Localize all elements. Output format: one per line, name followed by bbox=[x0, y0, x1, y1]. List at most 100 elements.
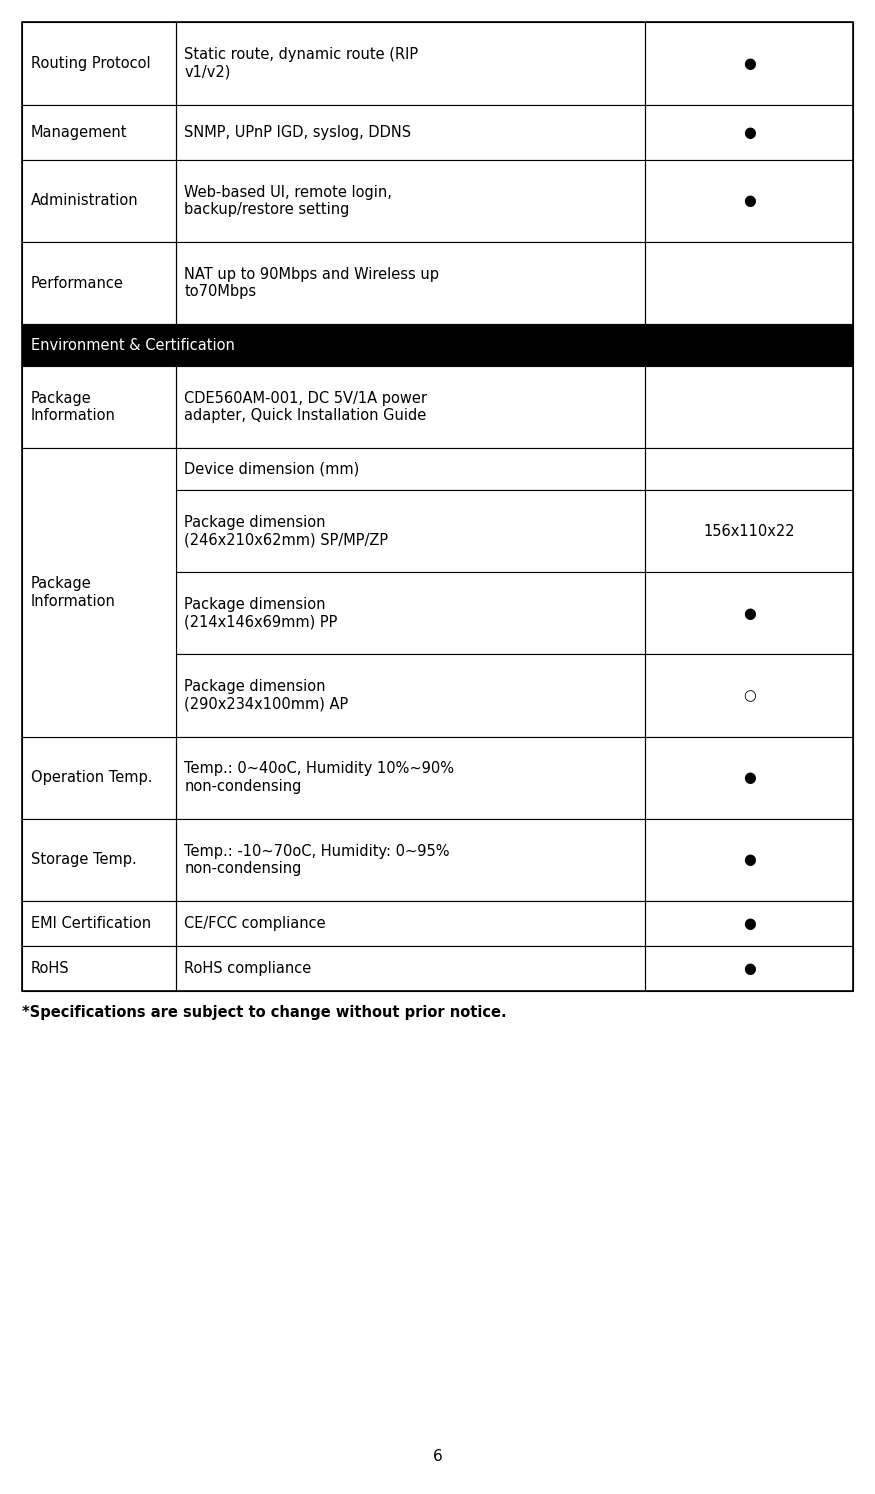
Bar bbox=[22, 901, 176, 946]
Bar bbox=[645, 901, 853, 946]
Bar bbox=[176, 160, 646, 242]
Bar bbox=[22, 160, 176, 242]
Bar bbox=[645, 737, 853, 819]
Text: ○: ○ bbox=[743, 687, 756, 704]
Text: *Specifications are subject to change without prior notice.: *Specifications are subject to change wi… bbox=[22, 1005, 507, 1020]
Text: RoHS compliance: RoHS compliance bbox=[185, 961, 312, 976]
Bar bbox=[645, 946, 853, 991]
Bar bbox=[176, 105, 646, 160]
Bar bbox=[22, 22, 176, 105]
Bar bbox=[22, 242, 176, 324]
Text: Device dimension (mm): Device dimension (mm) bbox=[185, 462, 360, 477]
Text: ●: ● bbox=[743, 605, 756, 622]
Bar bbox=[22, 105, 176, 160]
Text: Performance: Performance bbox=[31, 275, 123, 291]
Bar bbox=[176, 448, 646, 490]
Bar bbox=[176, 654, 646, 737]
Bar bbox=[645, 654, 853, 737]
Bar bbox=[22, 901, 176, 946]
Text: Package dimension
(246x210x62mm) SP/MP/ZP: Package dimension (246x210x62mm) SP/MP/Z… bbox=[185, 515, 388, 547]
Bar bbox=[22, 737, 176, 819]
Bar bbox=[22, 22, 853, 991]
Bar bbox=[645, 572, 853, 654]
Text: Routing Protocol: Routing Protocol bbox=[31, 55, 150, 72]
Bar bbox=[645, 490, 853, 572]
Bar bbox=[645, 105, 853, 160]
Text: RoHS: RoHS bbox=[31, 961, 69, 976]
Text: ●: ● bbox=[743, 124, 756, 140]
Text: Package dimension
(214x146x69mm) PP: Package dimension (214x146x69mm) PP bbox=[185, 598, 338, 629]
Text: ●: ● bbox=[743, 55, 756, 72]
Bar bbox=[176, 901, 646, 946]
Bar bbox=[176, 22, 646, 105]
Bar bbox=[176, 572, 646, 654]
Bar bbox=[22, 324, 853, 366]
Text: CDE560AM-001, DC 5V/1A power
adapter, Quick Installation Guide: CDE560AM-001, DC 5V/1A power adapter, Qu… bbox=[185, 391, 427, 423]
Bar bbox=[176, 242, 646, 324]
Bar bbox=[22, 160, 176, 242]
Text: 6: 6 bbox=[432, 1449, 443, 1464]
Bar bbox=[645, 22, 853, 105]
Bar bbox=[22, 737, 176, 819]
Bar bbox=[645, 654, 853, 737]
Bar bbox=[176, 654, 646, 737]
Bar bbox=[176, 572, 646, 654]
Text: Temp.: -10~70oC, Humidity: 0~95%
non-condensing: Temp.: -10~70oC, Humidity: 0~95% non-con… bbox=[185, 844, 450, 875]
Text: Package
Information: Package Information bbox=[31, 577, 116, 608]
Bar bbox=[645, 819, 853, 901]
Bar bbox=[22, 819, 176, 901]
Bar bbox=[176, 946, 646, 991]
Text: Storage Temp.: Storage Temp. bbox=[31, 852, 136, 868]
Text: ●: ● bbox=[743, 193, 756, 209]
Bar bbox=[22, 366, 176, 448]
Bar bbox=[176, 448, 646, 490]
Bar bbox=[645, 737, 853, 819]
Bar bbox=[22, 22, 176, 105]
Bar bbox=[176, 901, 646, 946]
Bar bbox=[176, 819, 646, 901]
Bar bbox=[645, 324, 853, 366]
Text: ●: ● bbox=[743, 961, 756, 976]
Text: SNMP, UPnP IGD, syslog, DDNS: SNMP, UPnP IGD, syslog, DDNS bbox=[185, 124, 411, 140]
Text: Operation Temp.: Operation Temp. bbox=[31, 769, 152, 786]
Bar bbox=[645, 22, 853, 105]
Bar bbox=[176, 490, 646, 572]
Text: Administration: Administration bbox=[31, 193, 138, 209]
Bar bbox=[645, 448, 853, 490]
Bar bbox=[176, 366, 646, 448]
Bar bbox=[22, 366, 176, 448]
Text: Package dimension
(290x234x100mm) AP: Package dimension (290x234x100mm) AP bbox=[185, 680, 348, 711]
Text: 156x110x22: 156x110x22 bbox=[704, 523, 795, 539]
Bar bbox=[645, 946, 853, 991]
Bar bbox=[645, 819, 853, 901]
Bar bbox=[176, 22, 646, 105]
Text: Package
Information: Package Information bbox=[31, 391, 116, 423]
Text: Temp.: 0~40oC, Humidity 10%~90%
non-condensing: Temp.: 0~40oC, Humidity 10%~90% non-cond… bbox=[185, 762, 454, 793]
Text: Static route, dynamic route (RIP
v1/v2): Static route, dynamic route (RIP v1/v2) bbox=[185, 48, 418, 79]
Text: Web-based UI, remote login,
backup/restore setting: Web-based UI, remote login, backup/resto… bbox=[185, 185, 392, 217]
Bar bbox=[22, 105, 176, 160]
Text: Environment & Certification: Environment & Certification bbox=[31, 338, 234, 353]
Bar bbox=[22, 819, 176, 901]
Bar bbox=[645, 366, 853, 448]
Bar bbox=[645, 160, 853, 242]
Bar bbox=[22, 946, 176, 991]
Text: ●: ● bbox=[743, 916, 756, 931]
Bar bbox=[176, 737, 646, 819]
Bar bbox=[22, 448, 176, 737]
Bar bbox=[176, 105, 646, 160]
Bar bbox=[645, 105, 853, 160]
Bar bbox=[645, 901, 853, 946]
Text: EMI Certification: EMI Certification bbox=[31, 916, 150, 931]
Bar bbox=[645, 160, 853, 242]
Bar bbox=[645, 366, 853, 448]
Bar bbox=[645, 490, 853, 572]
Bar bbox=[22, 946, 176, 991]
Text: Management: Management bbox=[31, 124, 127, 140]
Bar bbox=[176, 737, 646, 819]
Text: ●: ● bbox=[743, 769, 756, 786]
Bar bbox=[645, 242, 853, 324]
Bar bbox=[176, 366, 646, 448]
Bar bbox=[645, 242, 853, 324]
Bar bbox=[176, 946, 646, 991]
